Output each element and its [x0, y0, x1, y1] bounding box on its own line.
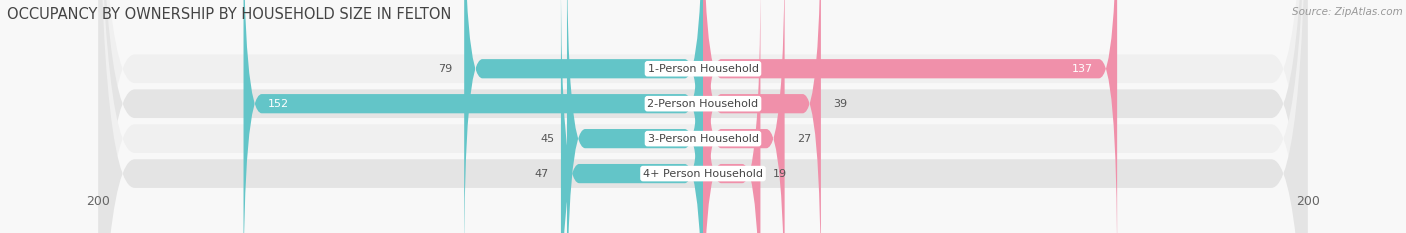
FancyBboxPatch shape: [561, 0, 703, 233]
FancyBboxPatch shape: [464, 0, 703, 233]
FancyBboxPatch shape: [98, 0, 1308, 233]
Legend: Owner-occupied, Renter-occupied: Owner-occupied, Renter-occupied: [562, 228, 844, 233]
FancyBboxPatch shape: [243, 0, 703, 233]
FancyBboxPatch shape: [98, 0, 1308, 233]
Text: 79: 79: [437, 64, 453, 74]
Text: 47: 47: [534, 169, 548, 178]
FancyBboxPatch shape: [703, 0, 761, 233]
Text: 137: 137: [1071, 64, 1092, 74]
Text: 45: 45: [541, 134, 555, 144]
Text: 2-Person Household: 2-Person Household: [647, 99, 759, 109]
Text: 152: 152: [267, 99, 288, 109]
Text: 39: 39: [832, 99, 846, 109]
FancyBboxPatch shape: [567, 0, 703, 233]
FancyBboxPatch shape: [703, 0, 1118, 233]
FancyBboxPatch shape: [703, 0, 821, 233]
Text: 4+ Person Household: 4+ Person Household: [643, 169, 763, 178]
FancyBboxPatch shape: [98, 0, 1308, 233]
Text: 19: 19: [772, 169, 786, 178]
Text: 3-Person Household: 3-Person Household: [648, 134, 758, 144]
Text: 27: 27: [797, 134, 811, 144]
Text: Source: ZipAtlas.com: Source: ZipAtlas.com: [1292, 7, 1403, 17]
Text: OCCUPANCY BY OWNERSHIP BY HOUSEHOLD SIZE IN FELTON: OCCUPANCY BY OWNERSHIP BY HOUSEHOLD SIZE…: [7, 7, 451, 22]
FancyBboxPatch shape: [703, 0, 785, 233]
FancyBboxPatch shape: [98, 0, 1308, 233]
Text: 1-Person Household: 1-Person Household: [648, 64, 758, 74]
